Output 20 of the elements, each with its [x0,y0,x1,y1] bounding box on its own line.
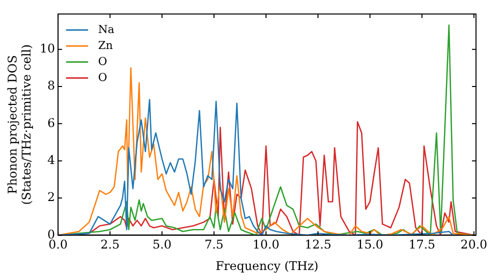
y-tick-label: 2 [47,190,56,204]
x-tick-label: 7.5 [204,238,224,252]
x-tick-label: 2.5 [100,238,120,252]
x-tick-label: 5.0 [152,238,172,252]
legend-label: O [98,54,108,68]
legend-label: O [98,70,108,84]
x-tick-label: 17.5 [408,238,436,252]
legend-label: Zn [98,38,113,52]
legend-label: Na [98,22,115,36]
x-axis-title: Frequency (THz) [216,258,318,273]
y-axis-title: Phonon projected DOS (States/THz·primitive cell) [5,44,34,205]
y-tick-label: 4 [47,152,56,167]
x-tick-label: 10.0 [252,238,280,252]
y-tick-label: 8 [47,78,56,93]
x-tick-label: 0.0 [48,238,68,252]
x-tick-label: 15.0 [356,238,384,252]
x-tick-label: 12.5 [304,238,332,252]
y-tick-label: 6 [47,116,56,130]
x-tick-label: 20.0 [460,238,488,252]
y-tick-label: 10 [40,41,56,56]
